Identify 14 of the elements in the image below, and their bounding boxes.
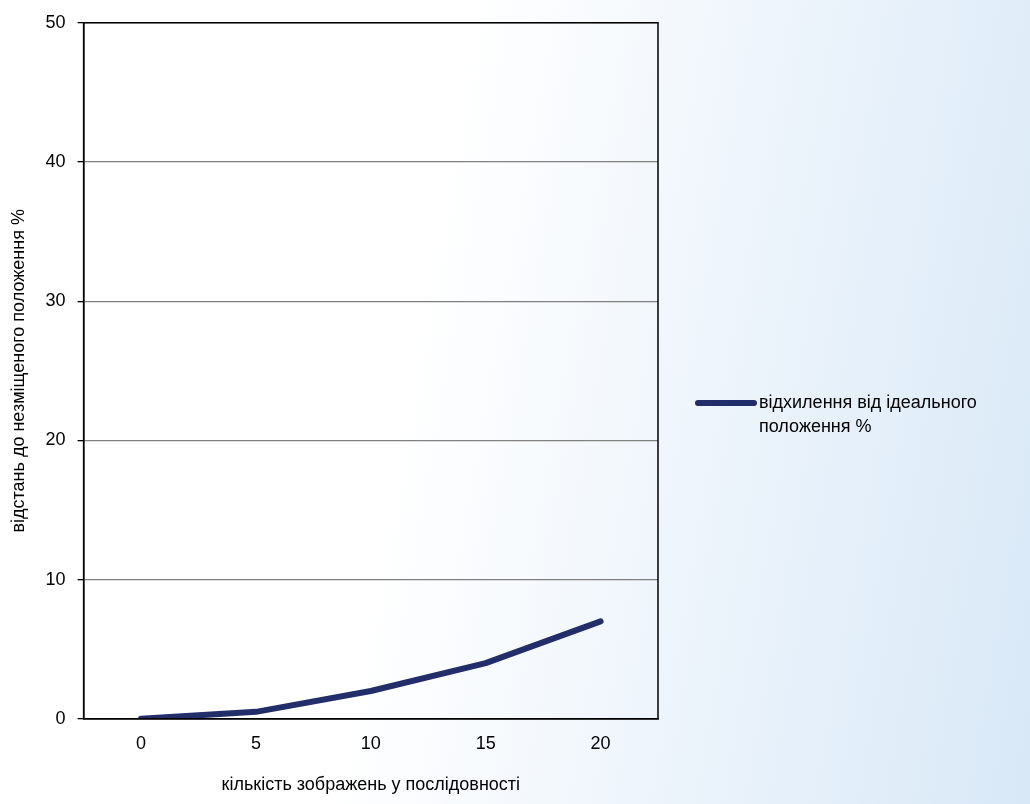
legend-label: відхилення від ідеального положення % xyxy=(759,391,978,438)
y-tick-label: 30 xyxy=(45,290,66,311)
x-axis-title: кількість зображень у послідовності xyxy=(221,774,521,795)
y-tick-label: 50 xyxy=(45,11,66,32)
y-tick-label: 0 xyxy=(55,707,66,728)
x-tick-label: 20 xyxy=(590,732,611,753)
y-axis-title: відстань до незміщеного положення % xyxy=(7,209,28,533)
x-tick-label: 10 xyxy=(360,732,381,753)
y-tick-label: 20 xyxy=(45,429,66,450)
y-tick-label: 40 xyxy=(45,150,66,171)
y-tick-label: 10 xyxy=(45,568,66,589)
x-tick-label: 0 xyxy=(136,732,147,753)
x-tick-label: 5 xyxy=(250,732,261,753)
x-tick-label: 15 xyxy=(475,732,496,753)
